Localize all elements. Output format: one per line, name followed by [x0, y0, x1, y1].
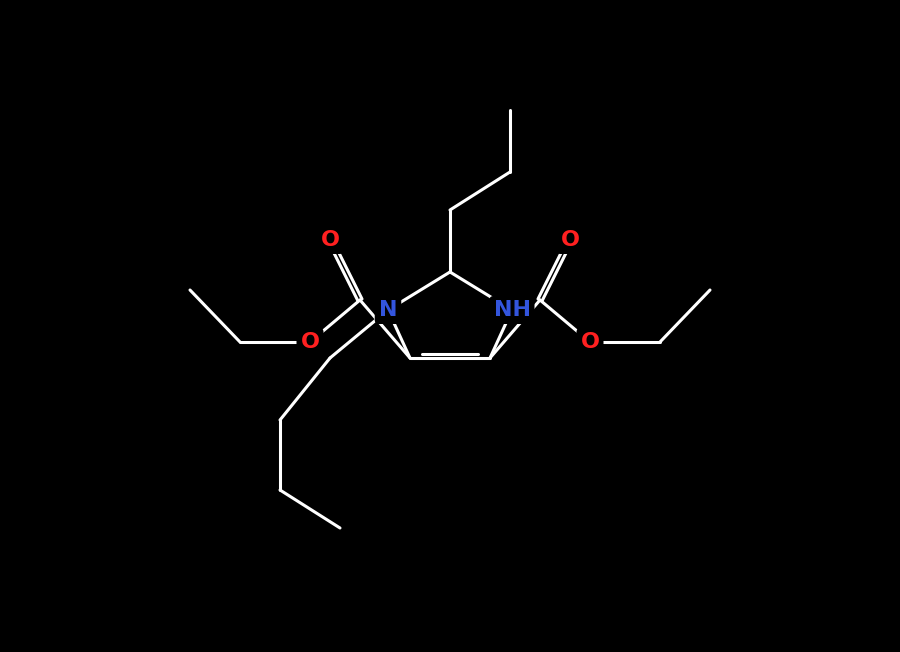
- Text: O: O: [580, 332, 599, 352]
- Text: O: O: [320, 230, 339, 250]
- Text: O: O: [561, 230, 580, 250]
- Text: NH: NH: [493, 300, 530, 320]
- Text: N: N: [379, 300, 397, 320]
- Text: O: O: [301, 332, 320, 352]
